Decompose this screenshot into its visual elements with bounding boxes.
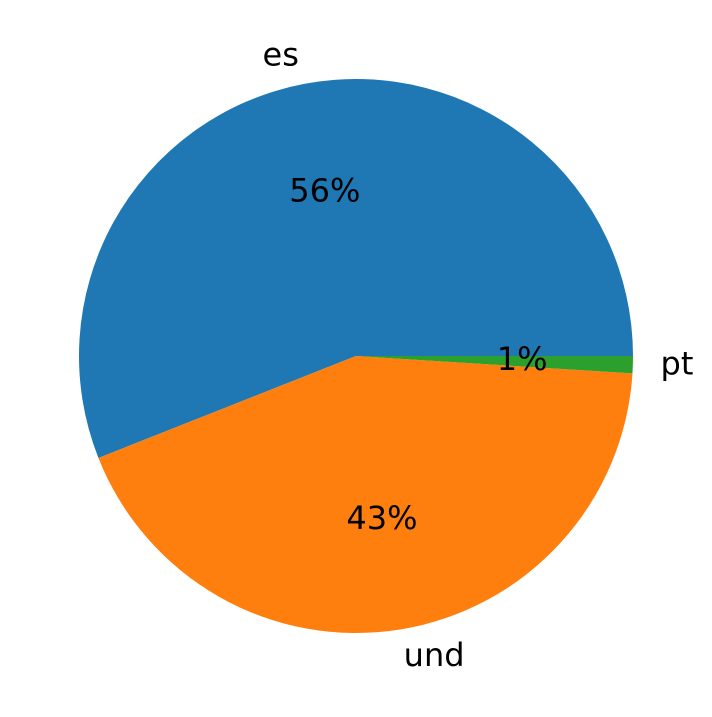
slice-label: und — [404, 636, 465, 674]
pie-slice — [356, 356, 633, 374]
slice-label: pt — [661, 345, 694, 383]
pie-slice — [78, 78, 634, 458]
slice-label: es — [263, 36, 299, 74]
percent-label: 1% — [497, 340, 548, 378]
pie-slice — [98, 356, 633, 634]
percent-label: 56% — [289, 172, 360, 210]
percent-label: 43% — [346, 499, 417, 537]
